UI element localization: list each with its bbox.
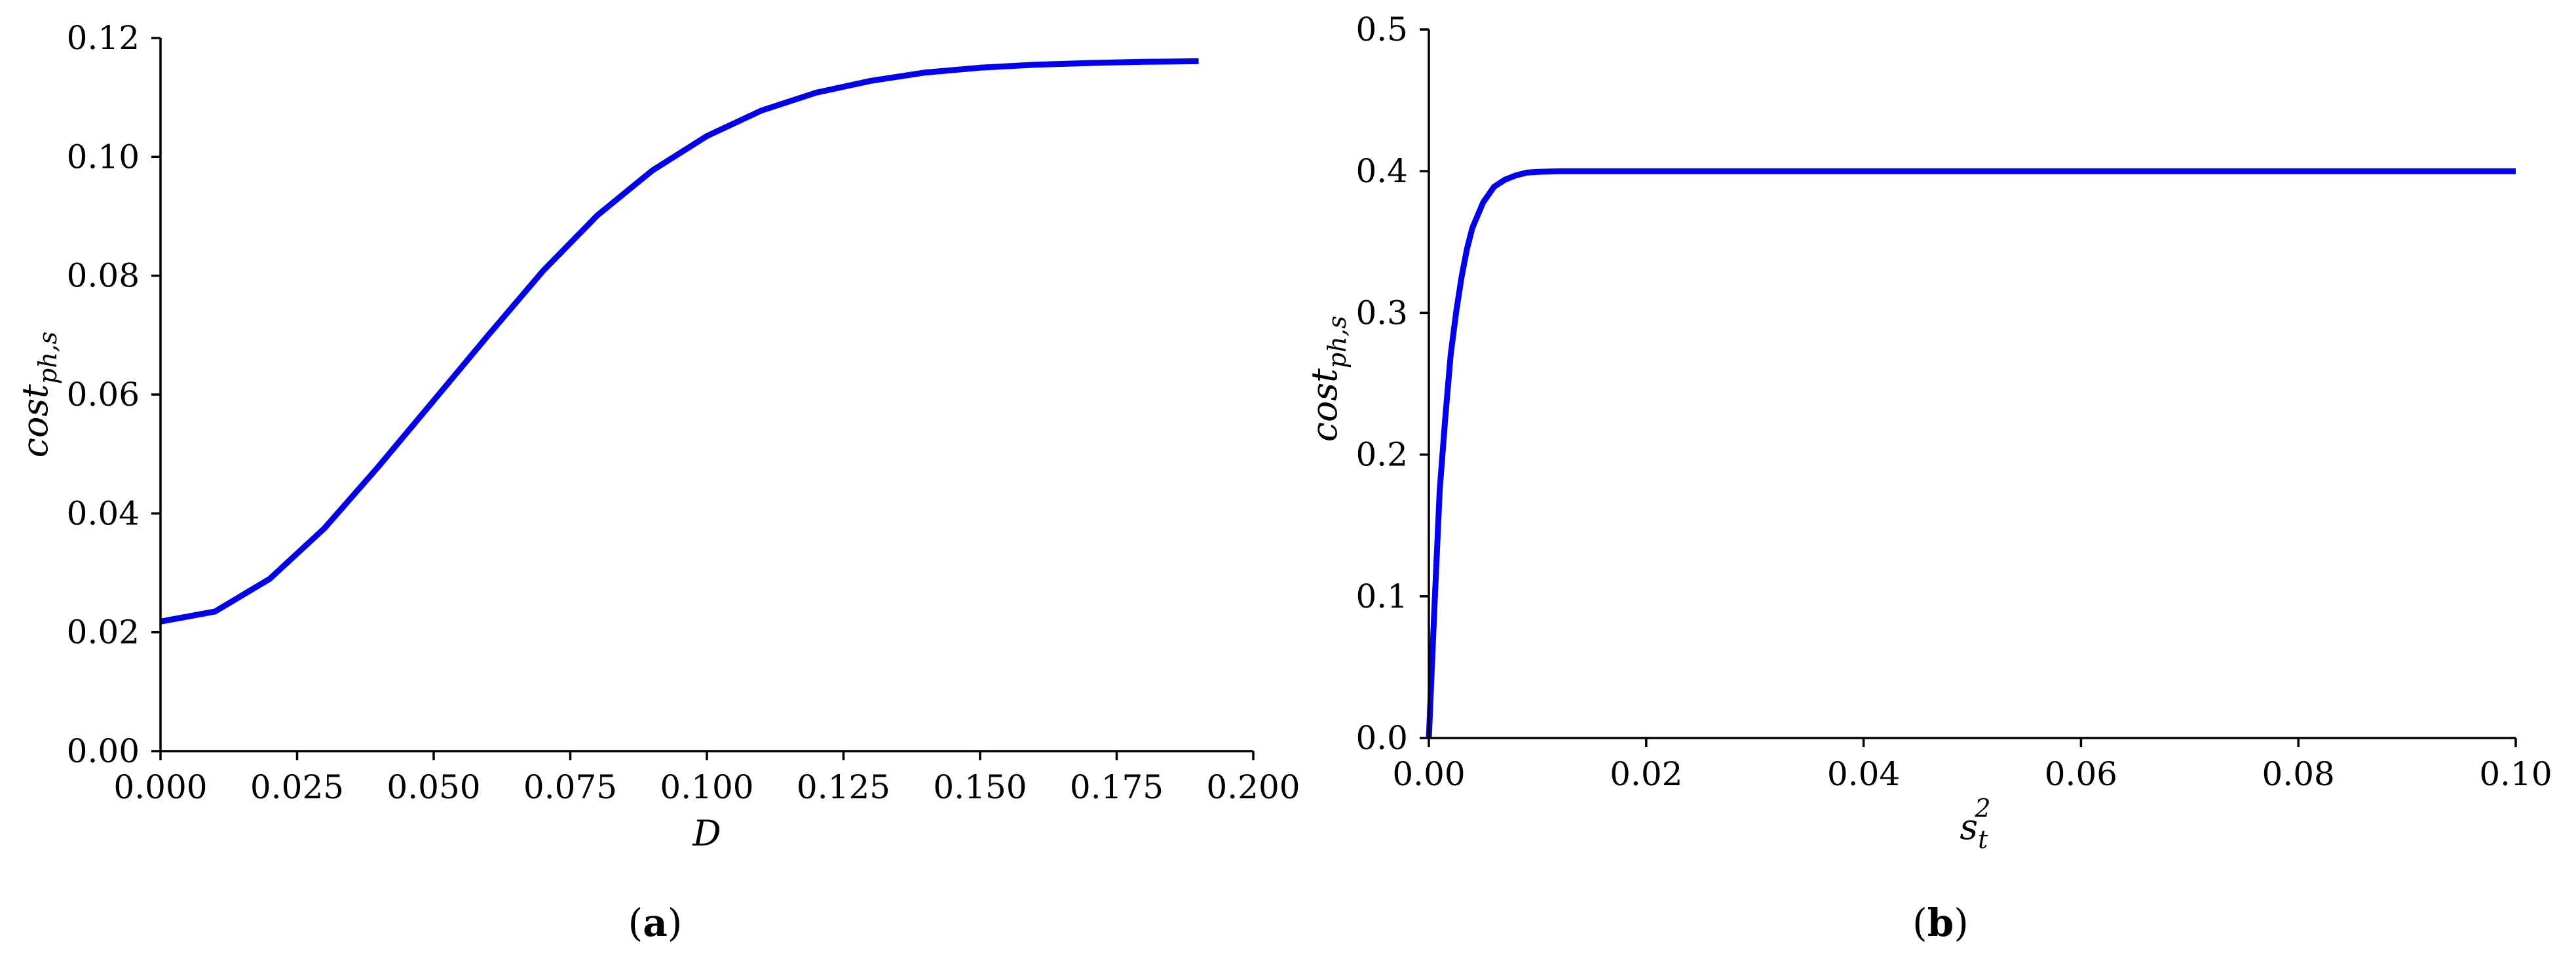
x-tick-label-b: 0.02 <box>1610 755 1682 793</box>
y-tick-label-b: 0.4 <box>1355 152 1408 190</box>
series-line-a-0 <box>160 58 1199 625</box>
chart-panel-a: 0.000 0.025 0.050 0.075 0.100 0.125 0.150 0.175… <box>14 19 1300 945</box>
x-tick-label-a: 0.050 <box>387 768 480 806</box>
y-axis-label-b-base: cost <box>1304 368 1345 442</box>
y-axis-label-a-base: cost <box>14 384 56 457</box>
x-tick-label-b: 0.00 <box>1392 755 1465 793</box>
series-layer-b <box>1426 168 2516 739</box>
x-axis-label-b-sup: 2 <box>1974 794 1990 823</box>
x-tick-label-a: 0.125 <box>797 768 890 806</box>
x-tick-label-a: 0.175 <box>1070 768 1164 806</box>
y-tick-label-b: 0.3 <box>1355 294 1408 332</box>
x-ticks-a: 0.000 0.025 0.050 0.075 0.100 0.125 0.150 0.175… <box>113 751 1300 806</box>
y-tick-label-b: 0.5 <box>1355 10 1408 49</box>
x-tick-label-a: 0.000 <box>113 768 207 806</box>
y-tick-label-a: 0.12 <box>67 19 140 57</box>
y-ticks-b: 0.0 0.1 0.2 0.3 0.4 0.5 <box>1355 10 1429 757</box>
x-tick-label-a: 0.150 <box>933 768 1027 806</box>
panel-label-b: (b) <box>1912 901 1969 945</box>
series-layer-a <box>160 58 1199 625</box>
y-axis-label-a-sub: ph,s <box>33 332 62 384</box>
chart-panel-b: 0.00 0.02 0.04 0.06 0.08 0.10 0.0 0.1 0.2 0.3 0.4… <box>1304 10 2552 945</box>
y-tick-label-a: 0.02 <box>67 613 140 652</box>
y-tick-label-a: 0.04 <box>67 494 140 532</box>
y-tick-label-a: 0.00 <box>67 732 140 770</box>
y-axis-label-a: costph,s <box>14 332 62 458</box>
x-tick-label-a: 0.025 <box>250 768 344 806</box>
x-tick-label-b: 0.06 <box>2045 755 2117 793</box>
y-tick-label-b: 0.0 <box>1355 719 1408 757</box>
x-ticks-b: 0.00 0.02 0.04 0.06 0.08 0.10 <box>1392 738 2552 793</box>
x-tick-label-b: 0.08 <box>2262 755 2335 793</box>
x-tick-label-a: 0.200 <box>1206 768 1300 806</box>
series-line-b-0 <box>1426 168 2516 739</box>
y-tick-label-a: 0.10 <box>67 138 140 176</box>
panel-label-a: (a) <box>628 901 683 945</box>
y-tick-label-a: 0.08 <box>67 257 140 295</box>
x-axis-label-a: D <box>692 813 721 854</box>
y-tick-label-b: 0.1 <box>1355 577 1408 615</box>
x-axis-label-b-base: s <box>1960 806 1978 847</box>
y-axis-label-b-sub: ph,s <box>1323 316 1352 368</box>
x-tick-label-a: 0.075 <box>523 768 617 806</box>
x-tick-label-a: 0.100 <box>660 768 753 806</box>
y-axis-label-b: costph,s <box>1304 316 1352 442</box>
x-axis-label-b-sub: t <box>1978 825 1988 854</box>
y-tick-label-a: 0.06 <box>67 376 140 414</box>
x-tick-label-b: 0.10 <box>2479 755 2552 793</box>
y-tick-label-b: 0.2 <box>1355 436 1408 474</box>
y-ticks-a: 0.00 0.02 0.04 0.06 0.08 0.10 0.12 <box>67 19 161 770</box>
x-axis-label-b: st2 <box>1960 794 1990 854</box>
x-tick-label-b: 0.04 <box>1827 755 1900 793</box>
panel-label-b-letter: b <box>1927 901 1954 945</box>
panel-label-a-letter: a <box>643 901 668 945</box>
